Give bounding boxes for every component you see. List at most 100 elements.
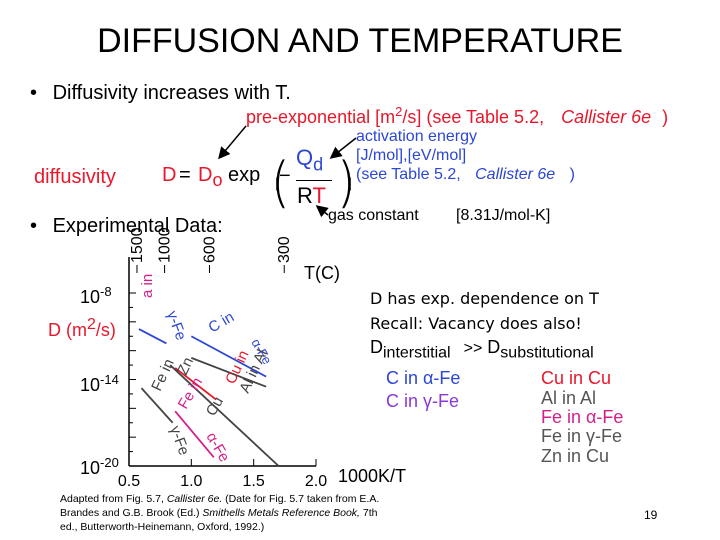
bullet-text-2: Experimental Data:	[52, 215, 223, 237]
arrow-activation	[329, 137, 357, 159]
interstitial-item-1: C in α-Fe	[386, 368, 461, 388]
activation-table-ref: (see Table 5.2, Callister 6e )	[356, 166, 575, 184]
activation-energy-label: activation energy	[356, 128, 477, 145]
top-tick-label: 600	[201, 236, 218, 263]
bullet-dot-2: •	[30, 215, 38, 237]
caption-italic: Smithells Metals Reference Book,	[202, 507, 360, 519]
ytick-base: 10	[80, 458, 101, 478]
note-sub-sub: substitutional	[500, 344, 594, 362]
series-line-c-in-fe	[190, 335, 267, 378]
eq-D0: Do	[198, 164, 222, 191]
preexp-text: pre-exponential [m	[246, 107, 396, 127]
note-recall-vacancy: Recall: Vacancy does also!	[370, 314, 582, 333]
preexp-italic: Callister 6e	[561, 107, 652, 127]
bullet-text: Diffusivity increases with T.	[52, 82, 291, 104]
label-a-in: a in	[139, 274, 156, 298]
substitutional-item-5: Zn in Cu	[541, 446, 610, 466]
ytick-exp: -20	[100, 455, 119, 470]
page-number: 19	[644, 508, 658, 522]
caption-italic: Callister 6e.	[166, 493, 223, 505]
figure-caption: Adapted from Fig. 5.7, Callister 6e. (Da…	[60, 492, 379, 534]
caption-text: 7th	[359, 507, 378, 519]
series-line-fe-in-fe	[174, 410, 215, 458]
series-line-al-in-al	[191, 357, 267, 388]
eq-R: R	[297, 183, 313, 208]
ytick-1e-14: 10-14	[80, 372, 119, 396]
bullet-experimental: • Experimental Data:	[30, 215, 223, 238]
note-exp-dependence: D has exp. dependence on T	[370, 289, 599, 308]
bullet-diffusivity: • Diffusivity increases with T.	[30, 82, 291, 105]
caption-line-1: Adapted from Fig. 5.7, Callister 6e. (Da…	[60, 492, 379, 506]
top-tick-label: 300	[276, 236, 293, 263]
label-gamma-fe-blue: γ-Fe	[163, 309, 189, 343]
note-gg: >>	[463, 340, 483, 357]
series-line-c-in-fe	[138, 328, 167, 345]
ylabel-end: /s)	[95, 320, 116, 340]
substitutional-item-1: Cu in Cu	[541, 368, 612, 388]
caption-line-2: Brandes and G.B. Brook (Ed.) Smithells M…	[60, 506, 379, 520]
eq-D0-sub: o	[212, 170, 223, 190]
slide-title: DIFFUSION AND TEMPERATURE	[97, 22, 623, 60]
eq-Q-text: Q	[296, 145, 314, 170]
ylabel-text: D (m	[48, 320, 87, 340]
ytick-base: 10	[80, 375, 101, 395]
note-int-sub: interstitial	[383, 344, 451, 362]
top-tick-label: 1500	[129, 227, 146, 263]
series-line-zn-in-cu	[169, 364, 280, 467]
substitutional-item-3: Fe in α-Fe	[541, 407, 624, 427]
eq-D: D	[162, 164, 176, 187]
interstitial-item-2: C in γ-Fe	[386, 391, 460, 411]
label-fe-in-gray: Fe in	[148, 356, 178, 393]
series-line-cu-in-cu	[174, 367, 217, 401]
preexp-annotation: pre-exponential [m2/s] (see Table 5.2, C…	[246, 104, 668, 128]
activation-units: [J/mol],[eV/mol]	[356, 147, 467, 164]
eq-paren-right-b: ⎠	[340, 178, 353, 208]
x-tick-label: 2.0	[305, 473, 327, 490]
eq-exp: exp	[228, 164, 261, 186]
substitutional-item-2: Al in Al	[541, 388, 597, 408]
diffusivity-label: diffusivity	[34, 166, 116, 188]
ytick-base: 10	[80, 287, 101, 307]
bullet-dot: •	[30, 82, 38, 104]
note-D-sub: D	[487, 337, 501, 357]
label-alpha-fe-pink: α-Fe	[203, 430, 233, 465]
eq-Q: Qd	[296, 145, 323, 175]
ylabel-sup: 2	[87, 316, 96, 333]
arrow-preexp	[218, 125, 247, 160]
chart-ylabel: D (m2/s)	[48, 316, 116, 341]
chart-top-axis-label: T(C)	[304, 263, 340, 283]
eq-paren-left: ⎛	[274, 160, 287, 190]
label-zn: Zn	[174, 355, 197, 378]
eq-RT: RT	[297, 183, 326, 209]
eq-Q-sub: d	[313, 154, 324, 175]
chart-axes	[128, 257, 317, 467]
chart-tick-labels: 0.5 1.0 1.5 2.0 1500 1000 600 300	[118, 227, 327, 490]
ytick-exp: -8	[100, 284, 112, 299]
gas-constant-label: gas constant	[328, 207, 419, 224]
caption-line-3: ed., Butterworth-Heinemann, Oxford, 1992…	[60, 521, 265, 533]
preexp-text-b: /s] (see Table 5.2,	[402, 107, 545, 127]
eq-T: T	[312, 183, 326, 208]
eq-paren-right: ⎞	[340, 160, 353, 190]
eq-paren-left-b: ⎝	[274, 178, 287, 208]
act-ref-italic: Callister 6e	[475, 166, 556, 183]
x-tick-label: 1.0	[180, 473, 202, 490]
caption-text: Adapted from Fig. 5.7,	[60, 493, 167, 505]
eq-minus: −	[279, 165, 291, 187]
ytick-exp: -14	[100, 372, 119, 387]
act-ref-text: (see Table 5.2,	[356, 166, 461, 183]
eq-D0-D: D	[198, 164, 213, 186]
gas-constant-value: [8.31J/mol-K]	[456, 207, 551, 224]
note-D-int: D	[370, 337, 383, 357]
ytick-1e-20: 10-20	[80, 455, 119, 479]
label-c-in: C in	[206, 308, 238, 336]
preexp-close: )	[662, 107, 669, 127]
ytick-1e-8: 10-8	[80, 284, 112, 308]
label-gamma-fe-gray: γ-Fe	[166, 424, 192, 458]
eq-equals: =	[179, 164, 191, 186]
x-tick-label: 1.5	[243, 473, 265, 490]
x-tick-label: 0.5	[118, 473, 140, 490]
